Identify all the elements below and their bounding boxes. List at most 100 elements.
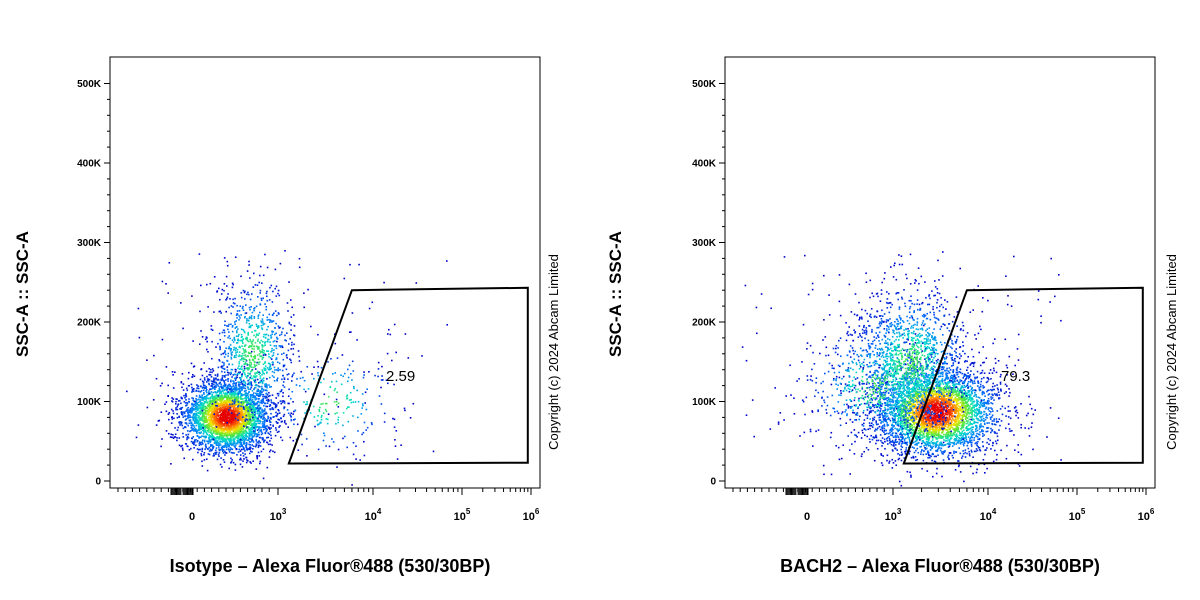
event-point: [244, 337, 247, 340]
event-point: [191, 429, 193, 432]
event-point: [271, 355, 274, 357]
event-point: [238, 310, 241, 312]
event-point: [262, 397, 265, 400]
event-point: [242, 446, 244, 448]
event-point: [363, 440, 365, 443]
event-point: [242, 428, 244, 430]
event-point: [193, 426, 196, 429]
event-point: [248, 368, 250, 371]
event-point: [255, 433, 258, 435]
event-point: [210, 438, 213, 441]
event-point: [206, 340, 208, 343]
event-point: [250, 375, 252, 377]
event-point: [352, 441, 355, 444]
event-point: [211, 329, 214, 331]
event-point: [223, 384, 226, 387]
event-point: [283, 377, 286, 379]
event-point: [196, 402, 198, 405]
event-point: [261, 282, 263, 284]
event-point: [240, 275, 242, 278]
event-point: [199, 423, 201, 425]
event-point: [233, 336, 236, 339]
event-point: [238, 339, 240, 342]
event-point: [186, 435, 189, 438]
event-point: [407, 357, 410, 359]
event-point: [268, 318, 270, 321]
event-point: [342, 412, 345, 414]
event-point: [269, 376, 271, 379]
event-point: [202, 425, 204, 428]
event-point: [328, 445, 331, 448]
event-point: [233, 356, 236, 358]
event-point: [200, 426, 202, 428]
event-point: [262, 356, 265, 359]
event-point: [212, 430, 215, 432]
event-point: [210, 376, 213, 378]
event-point: [171, 416, 173, 418]
event-point: [252, 375, 255, 377]
event-point: [890, 430, 893, 433]
event-point: [233, 419, 236, 422]
event-point: [223, 368, 226, 370]
event-point: [210, 415, 213, 418]
event-point: [242, 357, 245, 359]
event-point: [235, 425, 238, 428]
event-point: [210, 380, 213, 382]
gate-polygon[interactable]: [287, 286, 529, 465]
event-point: [179, 408, 181, 410]
event-point: [235, 399, 238, 401]
event-point: [245, 439, 247, 441]
event-point: [245, 392, 247, 394]
event-point: [197, 417, 200, 419]
event-point: [240, 442, 243, 444]
event-point: [248, 435, 251, 438]
event-point: [249, 418, 251, 421]
event-point: [234, 396, 237, 399]
event-point: [216, 403, 219, 406]
event-point: [287, 412, 290, 415]
event-point: [247, 372, 249, 375]
event-point: [168, 432, 170, 435]
event-point: [317, 366, 320, 368]
event-point: [227, 347, 230, 350]
event-point: [281, 345, 283, 347]
event-point: [251, 331, 253, 333]
event-point: [199, 436, 202, 438]
event-point: [254, 406, 257, 409]
event-point: [232, 439, 235, 442]
event-point: [202, 382, 205, 384]
event-point: [216, 458, 219, 461]
event-point: [246, 383, 249, 386]
event-point: [234, 431, 236, 433]
event-point: [265, 308, 267, 311]
event-point: [209, 399, 212, 402]
event-point: [214, 414, 216, 416]
event-point: [195, 397, 197, 400]
event-point: [967, 398, 970, 401]
event-point: [257, 361, 260, 364]
event-point: [236, 414, 239, 416]
event-point: [204, 431, 207, 433]
event-point: [226, 408, 228, 410]
event-point: [201, 399, 203, 401]
event-point: [271, 444, 273, 446]
event-point: [198, 428, 200, 431]
event-point: [292, 374, 294, 376]
event-point: [257, 400, 260, 403]
event-point: [235, 335, 238, 337]
event-point: [197, 387, 200, 390]
event-point: [236, 373, 239, 375]
event-point: [943, 397, 945, 399]
event-point: [249, 388, 252, 391]
event-point: [199, 432, 202, 434]
event-point: [234, 370, 237, 373]
event-point: [226, 366, 229, 368]
event-point: [238, 420, 240, 422]
event-point: [205, 426, 207, 429]
event-point: [265, 412, 268, 415]
event-point: [247, 408, 250, 411]
event-point: [277, 392, 280, 395]
event-point: [225, 427, 227, 430]
event-point: [377, 375, 379, 378]
event-point: [213, 409, 215, 411]
